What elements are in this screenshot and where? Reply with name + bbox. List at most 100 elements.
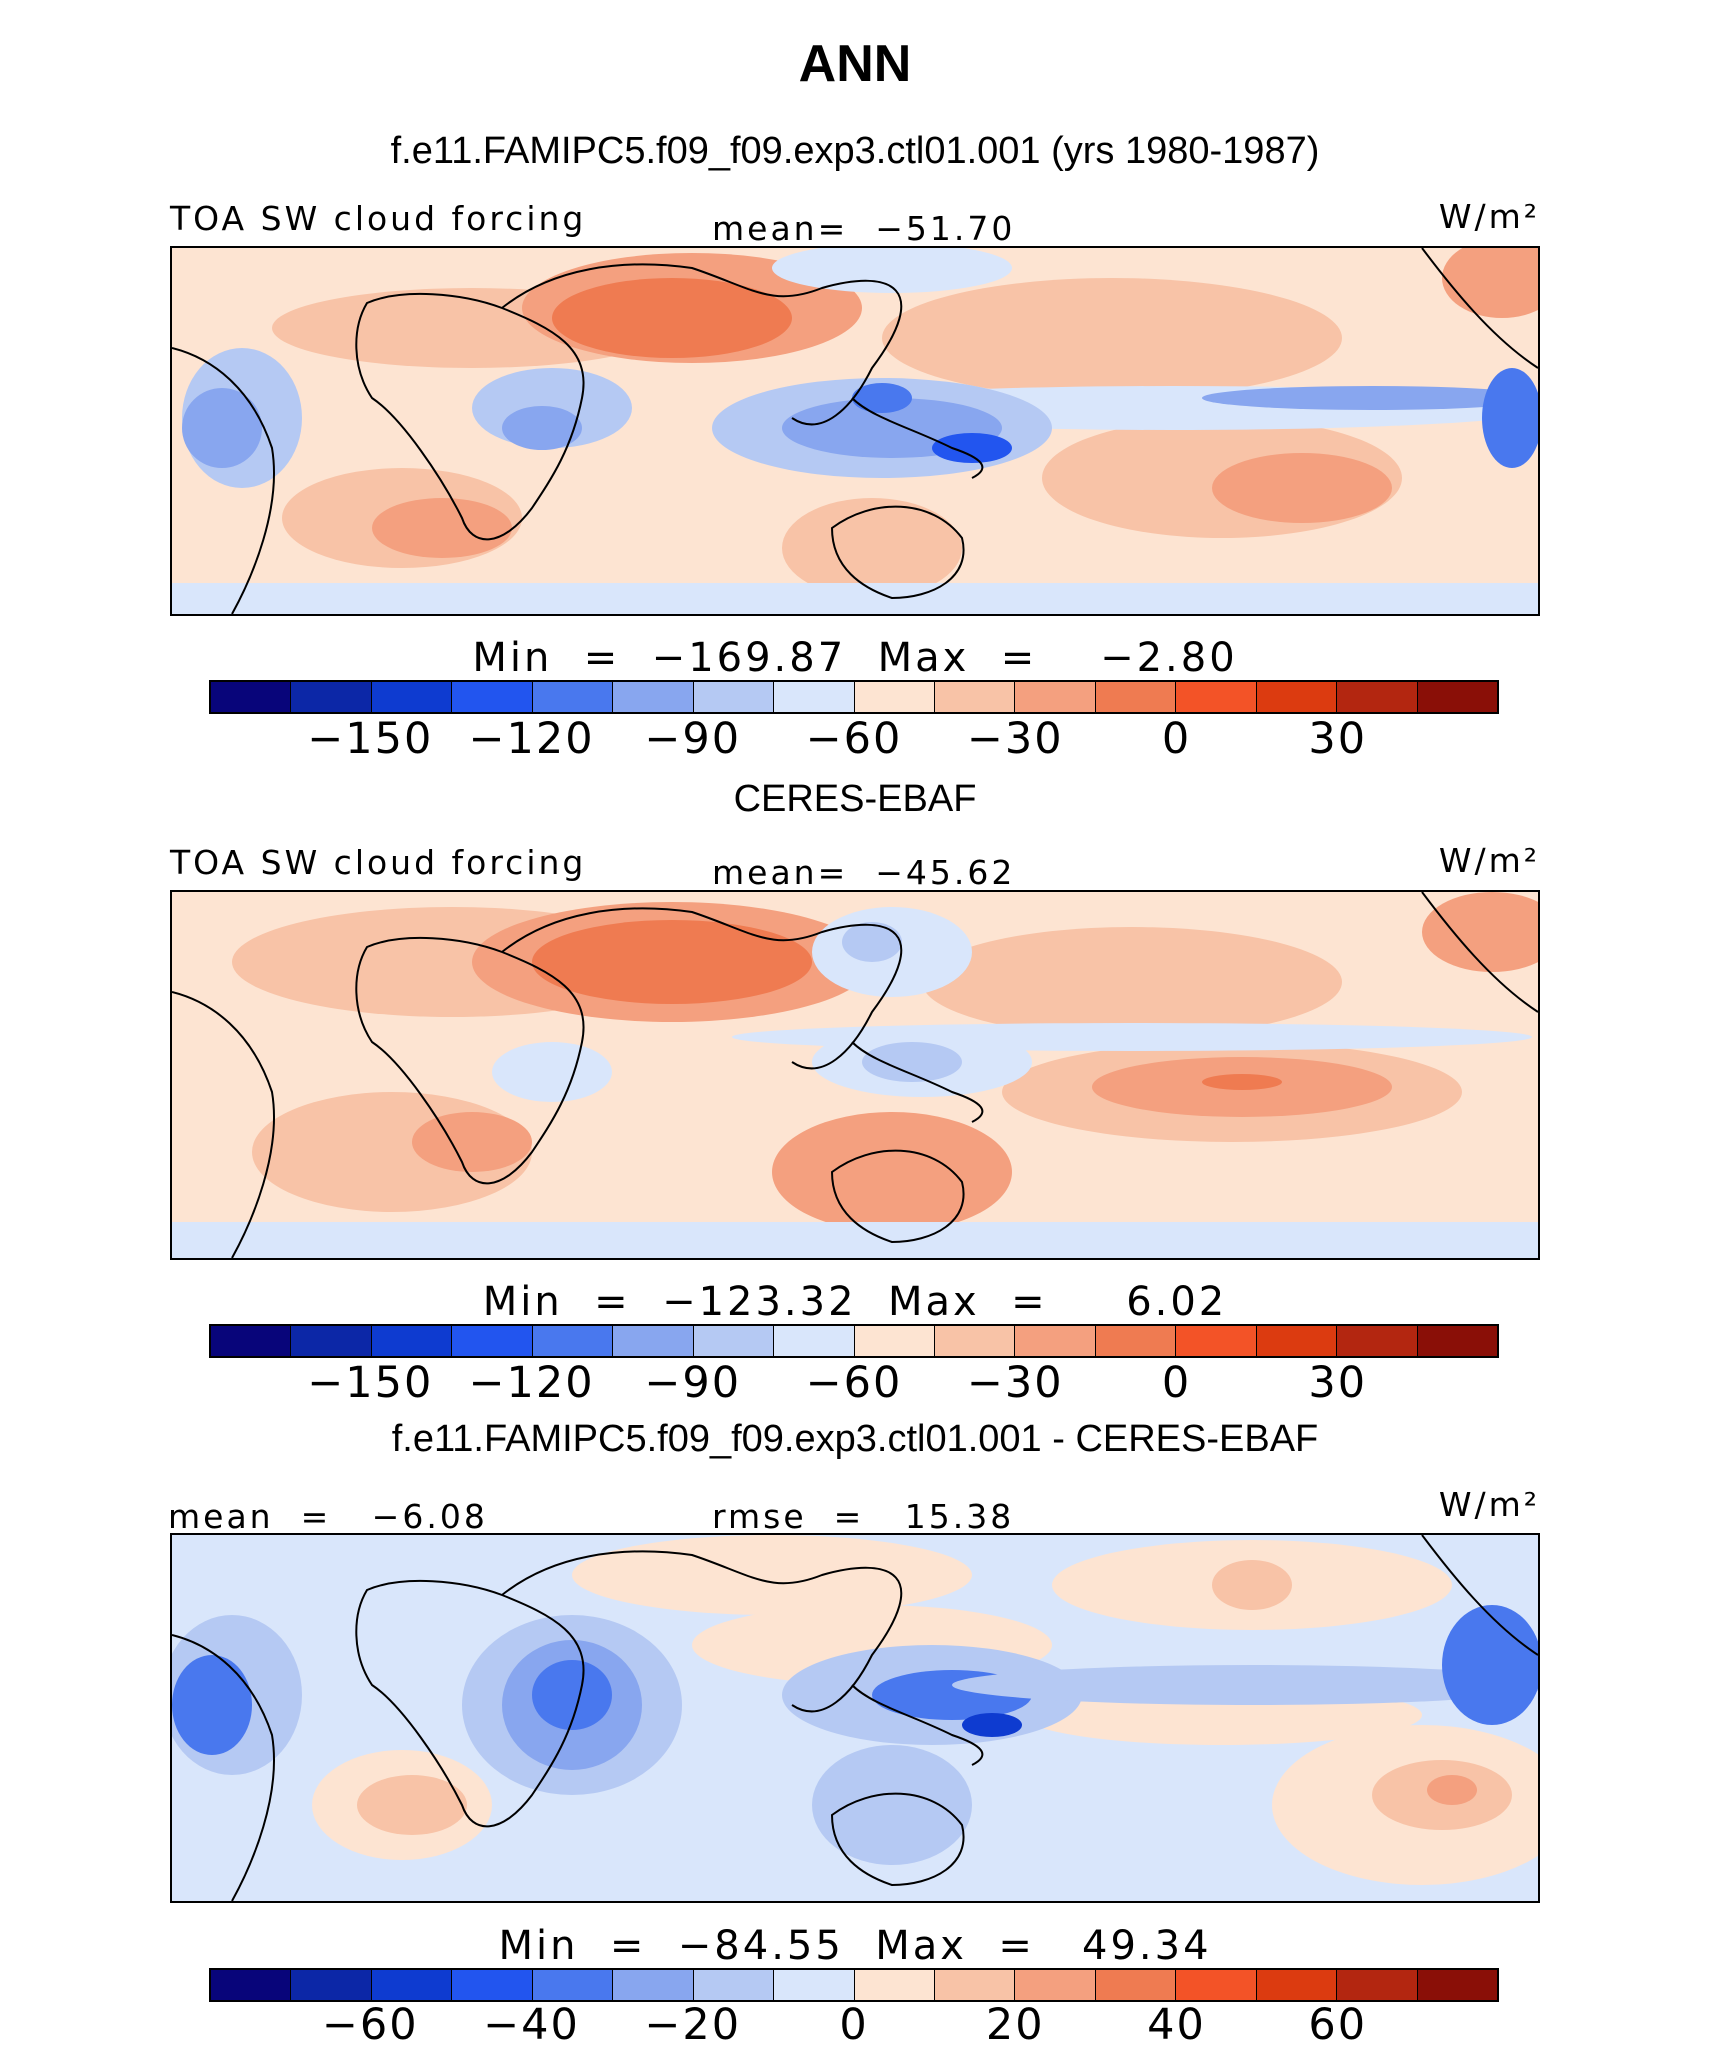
colorbar-swatch — [371, 1970, 453, 2000]
colorbar-tick-label: −30 — [966, 714, 1064, 764]
colorbar-swatch — [693, 1970, 775, 2000]
panel-3-units-label: W/m² — [1438, 1485, 1540, 1524]
coastline — [851, 1041, 984, 1123]
colorbar-swatch — [1337, 1326, 1418, 1356]
contour-region — [772, 248, 1012, 293]
colorbar-tick-label: 0 — [839, 2000, 869, 2050]
colorbar-swatch — [452, 1970, 533, 2000]
colorbar-swatch — [1095, 682, 1177, 712]
contour-region — [532, 920, 812, 1004]
contour-region — [1212, 453, 1392, 523]
colorbar-swatch — [854, 1326, 935, 1356]
colorbar-swatch — [1176, 682, 1257, 712]
contour-region — [572, 1535, 972, 1615]
contour-region — [812, 1745, 972, 1865]
contour-region — [372, 498, 512, 558]
coastline — [1421, 1535, 1538, 1656]
coastline — [172, 991, 275, 1258]
panel-1-colorbar-ticks: −150 −120 −90 −60 −30 0 30 — [209, 718, 1499, 768]
panel-3-min-max: Min = −84.55 Max = 49.34 — [498, 1923, 1212, 1969]
colorbar-swatch — [934, 1970, 1016, 2000]
coastline — [172, 347, 275, 614]
figure-title: ANN — [798, 35, 912, 93]
coastline — [501, 263, 903, 426]
colorbar-tick-label: −90 — [644, 714, 742, 764]
colorbar-swatch — [1337, 1970, 1418, 2000]
coastline — [172, 1634, 275, 1901]
colorbar-tick-label: −60 — [321, 2000, 419, 2050]
colorbar-swatch — [693, 682, 775, 712]
contour-region — [492, 1042, 612, 1102]
colorbar-tick-label: 30 — [1308, 1358, 1368, 1408]
panel-2-colorbar — [209, 1324, 1499, 1358]
colorbar-tick-label: −60 — [805, 714, 903, 764]
colorbar-tick-label: −20 — [644, 2000, 742, 2050]
contour-region — [842, 922, 902, 962]
contour-region — [1212, 1560, 1292, 1610]
colorbar-swatch — [1417, 1970, 1497, 2000]
panel-1-units-label: W/m² — [1438, 197, 1540, 236]
panel-1-min-max: Min = −169.87 Max = −2.80 — [472, 635, 1238, 681]
contour-region — [502, 406, 582, 450]
colorbar-swatch — [854, 1970, 935, 2000]
contour-region — [862, 1042, 962, 1082]
contour-region — [182, 388, 262, 468]
contour-region — [357, 1775, 467, 1835]
contour-region — [1202, 386, 1538, 410]
colorbar-tick-label: 60 — [1308, 2000, 1368, 2050]
panel-1-variable-label: TOA SW cloud forcing — [170, 199, 587, 238]
coastline — [830, 1792, 965, 1887]
colorbar-tick-label: 40 — [1147, 2000, 1206, 2050]
colorbar-swatch — [1337, 682, 1418, 712]
colorbar-tick-label: −40 — [483, 2000, 580, 2050]
colorbar-swatch — [371, 1326, 453, 1356]
colorbar-swatch — [613, 1970, 694, 2000]
contour-region — [782, 498, 962, 598]
colorbar-swatch — [1256, 682, 1338, 712]
coastline — [851, 1684, 984, 1766]
colorbar-tick-label: 20 — [985, 2000, 1045, 2050]
colorbar-swatch — [934, 682, 1016, 712]
colorbar-tick-label: 0 — [1161, 1358, 1192, 1408]
panel-2-map — [170, 890, 1540, 1260]
colorbar-swatch — [532, 1326, 614, 1356]
colorbar-swatch — [1256, 1326, 1338, 1356]
colorbar-swatch — [452, 682, 533, 712]
contour-region — [932, 433, 1012, 463]
panel-2-units-label: W/m² — [1438, 841, 1540, 880]
coastline — [830, 505, 965, 600]
colorbar-swatch — [774, 682, 855, 712]
coastline — [830, 1149, 965, 1244]
contour-region — [1442, 248, 1538, 318]
colorbar-swatch — [774, 1326, 855, 1356]
colorbar-swatch — [613, 682, 694, 712]
contour-region — [852, 383, 912, 413]
colorbar-swatch — [1015, 1970, 1096, 2000]
colorbar-swatch — [371, 682, 453, 712]
panel-3-colorbar — [209, 1968, 1499, 2002]
contour-region — [532, 1660, 612, 1730]
coastline — [1421, 892, 1538, 1013]
contour-region — [962, 1713, 1022, 1737]
contour-region — [772, 1112, 1012, 1232]
panel-2-variable-label: TOA SW cloud forcing — [170, 843, 587, 882]
panel-3-rmse-label: rmse = 15.38 — [712, 1497, 1015, 1536]
colorbar-swatch — [452, 1326, 533, 1356]
panel-1-mean-label: mean= −51.70 — [712, 209, 1016, 248]
contour-region — [1422, 892, 1538, 972]
colorbar-swatch — [291, 1326, 372, 1356]
colorbar-swatch — [613, 1326, 694, 1356]
panel-3-title: f.e11.FAMIPC5.f09_f09.exp3.ctl01.001 - C… — [391, 1418, 1319, 1460]
colorbar-swatch — [532, 682, 614, 712]
colorbar-tick-label: −120 — [468, 714, 595, 764]
contour-region — [552, 278, 792, 358]
colorbar-swatch — [211, 1326, 292, 1356]
coastline — [501, 1550, 903, 1713]
colorbar-swatch — [693, 1326, 775, 1356]
contour-region — [922, 927, 1342, 1037]
colorbar-tick-label: −120 — [468, 1358, 595, 1408]
panel-3-map — [170, 1533, 1540, 1903]
panel-2-min-max: Min = −123.32 Max = 6.02 — [482, 1279, 1228, 1325]
colorbar-tick-label: −60 — [805, 1358, 903, 1408]
colorbar-tick-label: −30 — [966, 1358, 1064, 1408]
